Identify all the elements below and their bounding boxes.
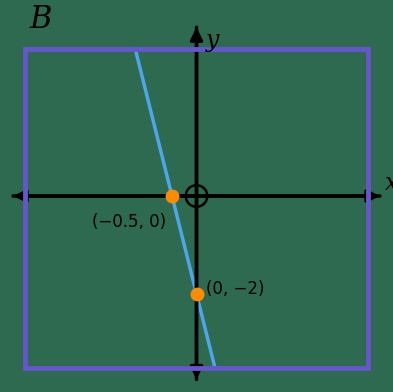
Text: y: y: [206, 29, 220, 53]
Text: (0, −2): (0, −2): [206, 280, 265, 298]
Text: x: x: [385, 172, 393, 195]
Text: (−0.5, 0): (−0.5, 0): [92, 213, 166, 231]
Text: B: B: [30, 4, 52, 35]
Bar: [25, 49, 368, 368]
